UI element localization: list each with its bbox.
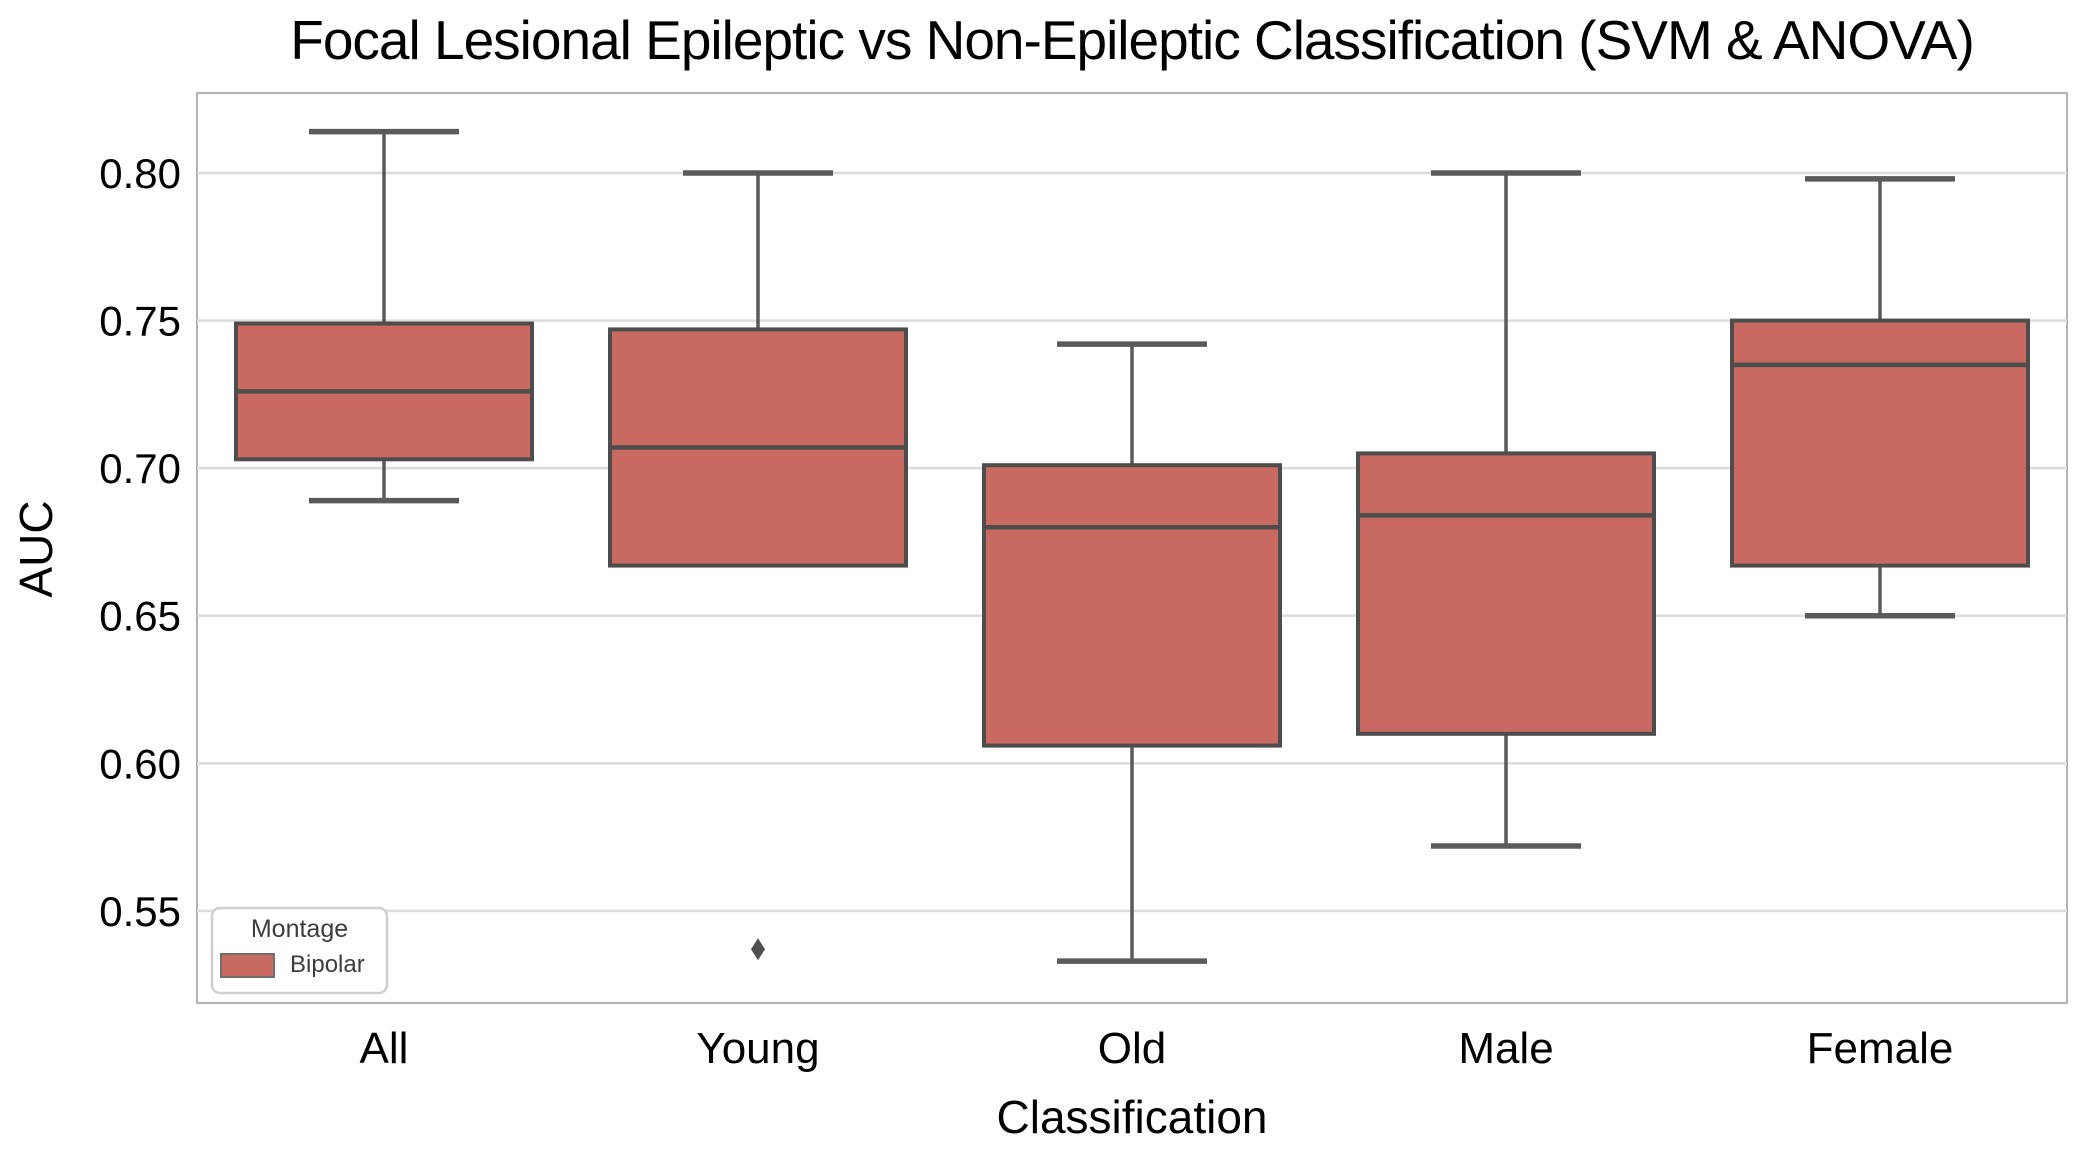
x-tick-label-female: Female (1807, 1024, 1954, 1073)
x-tick-label-all: All (360, 1024, 409, 1073)
box-female (1730, 318, 2030, 568)
box-male (1356, 451, 1656, 736)
y-tick-label-0.60: 0.60 (99, 740, 181, 787)
legend-title: Montage (250, 915, 349, 943)
box-old (982, 463, 1282, 748)
y-tick-label-0.55: 0.55 (99, 888, 181, 935)
y-tick-label-0.70: 0.70 (99, 445, 181, 492)
y-axis-label: AUC (10, 500, 62, 598)
legend-swatch-bipolar (220, 953, 275, 978)
legend-entry-label: Bipolar (290, 951, 365, 978)
x-tick-label-male: Male (1458, 1024, 1553, 1073)
y-tick-label-0.65: 0.65 (99, 593, 181, 640)
outlier-young-0 (751, 938, 765, 961)
chart-title: Focal Lesional Epileptic vs Non-Epilepti… (290, 9, 1975, 71)
y-tick-label-0.75: 0.75 (99, 298, 181, 345)
x-tick-label-young: Young (696, 1024, 819, 1073)
y-tick-label-0.80: 0.80 (99, 150, 181, 197)
x-tick-label-old: Old (1098, 1024, 1166, 1073)
x-axis-label: Classification (996, 1091, 1268, 1143)
